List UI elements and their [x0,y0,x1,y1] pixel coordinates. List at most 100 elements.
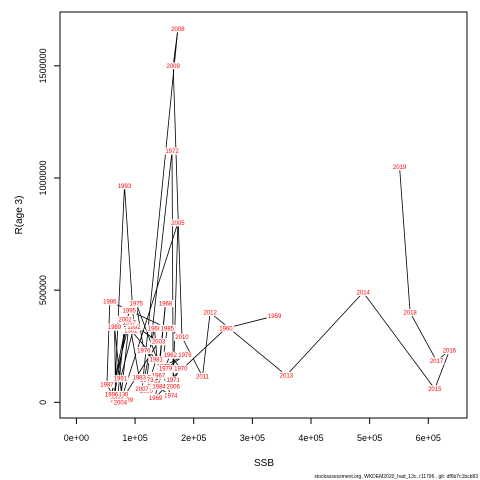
point-label-2007: 2007 [135,387,149,393]
segment-1971-1972 [171,151,174,380]
x-tick-label: 3e+05 [240,433,265,443]
point-label-2017: 2017 [430,359,444,365]
label-bg [162,351,179,359]
label-bg [202,309,219,317]
point-label-1992: 1992 [127,325,141,331]
point-label-1962: 1962 [164,353,178,359]
label-bg [131,374,148,382]
point-label-1967: 1967 [152,373,166,379]
label-bg [173,333,190,341]
segment-2004-2005 [120,222,179,403]
segment-1991-1992 [120,327,135,379]
label-bg [165,376,182,384]
segment-1985-1986 [109,300,168,329]
point-label-1960: 1960 [219,326,233,332]
segment-1981-1982 [130,330,157,360]
y-axis-title: R(age 3) [14,196,25,235]
point-label-2003: 2003 [152,340,166,346]
label-bg [135,347,152,355]
label-bg [150,371,167,379]
segment-2018-2019 [399,166,411,313]
x-tick-label: 6e+05 [416,433,441,443]
point-label-1972: 1972 [165,149,179,155]
x-axis: 0e+00 1e+05 2e+05 3e+05 4e+05 5e+05 6e+05 [64,418,441,443]
label-bg [116,182,133,190]
label-bg [426,385,443,393]
point-label-1997: 1997 [123,321,137,327]
label-bg [125,323,142,331]
x-tick-label: 4e+05 [298,433,323,443]
point-label-2015: 2015 [428,387,442,393]
label-bg [194,373,211,381]
label-bg [355,288,372,296]
label-bg [101,297,118,305]
label-bg [148,356,165,364]
label-bg [150,338,167,346]
point-label-2019: 2019 [393,165,407,171]
segment-2012-2013 [209,312,287,376]
x-tick-label: 5e+05 [357,433,382,443]
point-label-2010: 2010 [175,335,189,341]
x-tick-label: 2e+05 [181,433,206,443]
label-bg [121,306,138,314]
footnote: stockassessment.org, WKDEM2020_had_13c, … [314,474,478,480]
label-bg [98,380,115,388]
point-label-2016: 2016 [443,349,457,355]
label-bg [402,309,419,317]
point-label-1995: 1995 [123,308,137,314]
point-label-2008: 2008 [171,27,185,33]
point-label-1989: 1989 [108,325,122,331]
segment-1982-1983 [130,330,140,378]
point-label-1974: 1974 [164,394,178,400]
point-label-1987: 1987 [100,382,114,388]
segment-1960-1961 [181,327,227,371]
label-bg [146,324,163,332]
point-label-2013: 2013 [280,373,294,379]
point-label-2004: 2004 [114,400,128,406]
segment-2009-2010 [172,65,183,338]
segment-2013-2014 [286,292,364,376]
segment-2015-2016 [434,350,450,389]
segment-1997-1998 [120,322,130,402]
point-labels: 1959196019611962196319641965196619671968… [98,25,458,406]
point-label-1984: 1984 [152,385,166,391]
point-label-1968: 1968 [159,302,173,308]
point-label-2002: 2002 [118,317,132,323]
segment-2017-2018 [409,312,437,361]
label-bg [164,147,181,155]
point-label-1971: 1971 [167,378,181,384]
label-bg [128,300,145,308]
label-bg [103,390,120,398]
label-bg [162,392,179,400]
label-bg [441,347,458,355]
point-label-1979: 1979 [159,367,173,373]
point-label-2014: 2014 [357,290,371,296]
point-label-1959: 1959 [268,314,282,320]
point-label-1996: 1996 [105,392,119,398]
label-bg [112,375,129,383]
segment-1986-1987 [106,301,111,385]
y-tick-label: 0 [38,400,48,405]
label-bg [134,385,151,393]
label-bg [157,365,174,373]
point-label-1966: 1966 [148,326,162,332]
label-bg [169,219,186,227]
label-bg [165,383,182,391]
point-label-1983: 1983 [132,376,146,382]
label-bg [278,371,295,379]
label-bg [151,383,168,391]
plot-frame [59,11,468,419]
point-label-1991: 1991 [114,377,128,383]
y-tick-label: 1500000 [38,48,48,83]
segment-1993-1994 [114,185,125,395]
point-label-1982: 1982 [124,329,138,335]
segment-1959-1960 [225,315,275,329]
y-tick-label: 500000 [38,275,48,305]
x-axis-title: SSB [254,458,274,469]
y-tick-label: 1000000 [38,160,48,195]
point-label-2006: 2006 [167,385,181,391]
label-bg [165,62,182,70]
point-label-1981: 1981 [149,358,163,364]
segment-2008-2009 [172,28,179,66]
